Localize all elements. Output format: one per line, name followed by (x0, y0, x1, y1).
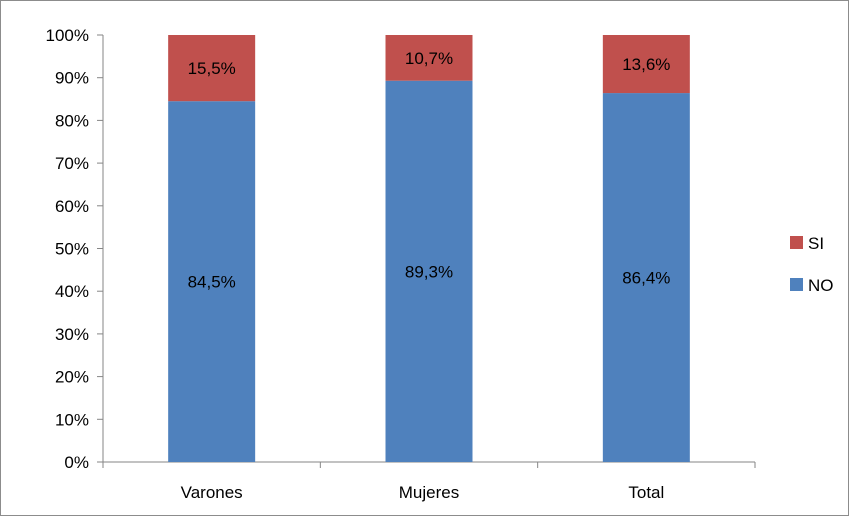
y-tick-label: 10% (55, 410, 89, 429)
y-tick-label: 30% (55, 325, 89, 344)
y-tick-label: 40% (55, 282, 89, 301)
y-tick-label: 80% (55, 111, 89, 130)
bar-si (168, 35, 256, 102)
y-tick-label: 90% (55, 69, 89, 88)
data-label: 13,6% (622, 55, 670, 74)
y-tick-label: 50% (55, 240, 89, 259)
bar-no (385, 80, 473, 463)
bar-no (168, 101, 256, 462)
data-label: 15,5% (188, 59, 236, 78)
bar-no (602, 93, 690, 463)
y-tick-label: 100% (46, 26, 89, 45)
y-tick-label: 60% (55, 197, 89, 216)
y-tick-label: 0% (64, 453, 89, 472)
bar-si (385, 35, 473, 81)
legend-swatch-no (790, 278, 803, 291)
legend-swatch-si (790, 236, 803, 249)
x-category-label: Mujeres (399, 483, 459, 502)
bar-si (602, 35, 690, 94)
data-label: 10,7% (405, 49, 453, 68)
data-label: 86,4% (622, 269, 670, 288)
x-category-label: Total (628, 483, 664, 502)
x-category-label: Varones (181, 483, 243, 502)
y-tick-label: 70% (55, 154, 89, 173)
y-tick-label: 20% (55, 368, 89, 387)
legend-label-si: SI (808, 234, 824, 253)
legend-label-no: NO (808, 276, 834, 295)
data-label: 89,3% (405, 262, 453, 281)
data-label: 84,5% (188, 273, 236, 292)
